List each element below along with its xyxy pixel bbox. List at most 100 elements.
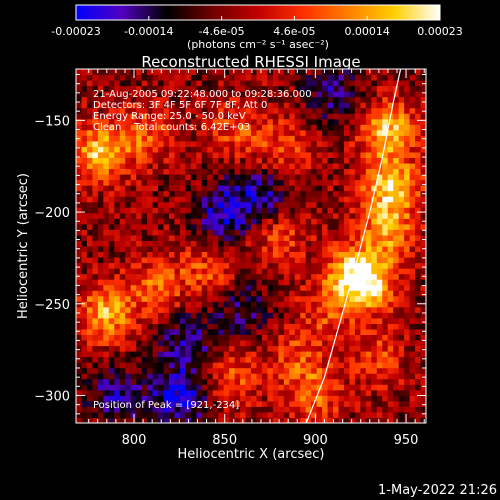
heatmap-cell (365, 185, 372, 192)
heatmap-cell (289, 229, 296, 236)
heatmap-cell (201, 257, 208, 264)
heatmap-cell (163, 351, 170, 358)
heatmap-cell (261, 306, 268, 313)
heatmap-cell (305, 212, 312, 219)
heatmap-cell (338, 74, 345, 81)
heatmap-cell (234, 295, 241, 302)
heatmap-cell (251, 85, 257, 92)
heatmap-cell (229, 140, 236, 147)
heatmap-cell (103, 290, 110, 297)
heatmap-cell (251, 351, 257, 358)
heatmap-cell (97, 69, 104, 76)
heatmap-cell (190, 80, 197, 87)
heatmap-cell (289, 201, 296, 208)
heatmap-cell (201, 362, 208, 369)
heatmap-cell (190, 367, 197, 374)
heatmap-cell (267, 74, 274, 81)
heatmap-cell (158, 351, 164, 358)
heatmap-cell (207, 80, 214, 87)
heatmap-cell (409, 190, 416, 197)
heatmap-cell (404, 340, 411, 347)
heatmap-cell (354, 362, 361, 369)
heatmap-cell (343, 223, 350, 230)
heatmap-cell (404, 345, 411, 352)
heatmap-cell (409, 345, 416, 352)
heatmap-cell (283, 190, 290, 197)
heatmap-cell (251, 163, 257, 170)
heatmap-cell (158, 301, 164, 308)
heatmap-cell (207, 334, 214, 341)
heatmap-cell (196, 345, 203, 352)
heatmap-cell (360, 157, 367, 164)
heatmap-cell (338, 212, 345, 219)
heatmap-cell (251, 179, 257, 186)
heatmap-cell (294, 317, 301, 324)
heatmap-cell (272, 417, 279, 423)
heatmap-cell (316, 406, 323, 413)
heatmap-cell (322, 312, 329, 319)
heatmap-cell (256, 174, 263, 181)
heatmap-cell (338, 389, 345, 396)
heatmap-cell (360, 262, 367, 269)
heatmap-cell (283, 168, 290, 175)
heatmap-cell (420, 212, 426, 219)
heatmap-cell (398, 411, 405, 418)
heatmap-cell (229, 400, 236, 407)
heatmap-cell (136, 378, 143, 385)
heatmap-cell (114, 85, 121, 92)
heatmap-cell (201, 312, 208, 319)
heatmap-cell (387, 273, 394, 280)
heatmap-cell (305, 417, 312, 423)
heatmap-cell (393, 257, 400, 264)
heatmap-cell (311, 163, 318, 170)
heatmap-cell (229, 218, 236, 225)
heatmap-cell (92, 389, 99, 396)
heatmap-cell (86, 367, 93, 374)
heatmap-cell (354, 218, 361, 225)
heatmap-cell (152, 301, 159, 308)
heatmap-cell (108, 411, 115, 418)
heatmap-cell (234, 146, 241, 153)
heatmap-cell (92, 334, 99, 341)
heatmap-cell (305, 190, 312, 197)
heatmap-cell (163, 279, 170, 286)
heatmap-cell (207, 301, 214, 308)
heatmap-cell (136, 312, 143, 319)
heatmap-cell (261, 212, 268, 219)
heatmap-cell (179, 129, 186, 136)
heatmap-cell (409, 290, 416, 297)
heatmap-cell (338, 328, 345, 335)
heatmap-cell (201, 246, 208, 253)
heatmap-cell (92, 174, 99, 181)
heatmap-cell (333, 345, 339, 352)
heatmap-cell (311, 69, 318, 76)
heatmap-cell (119, 179, 126, 186)
heatmap-cell (108, 74, 115, 81)
heatmap-cell (141, 174, 148, 181)
heatmap-cell (141, 306, 148, 313)
heatmap-cell (114, 151, 121, 158)
heatmap-cell (223, 135, 230, 142)
heatmap-cell (76, 223, 82, 230)
heatmap-cell (251, 246, 257, 253)
heatmap-cell (207, 411, 214, 418)
heatmap-cell (97, 102, 104, 109)
heatmap-cell (223, 113, 230, 120)
heatmap-cell (267, 174, 274, 181)
heatmap-cell (212, 395, 219, 402)
heatmap-cell (147, 268, 154, 275)
heatmap-cell (343, 340, 350, 347)
heatmap-cell (420, 328, 426, 335)
heatmap-cell (360, 301, 367, 308)
heatmap-cell (376, 74, 383, 81)
heatmap-cell (382, 107, 389, 114)
heatmap-cell (251, 367, 257, 374)
heatmap-cell (223, 417, 230, 423)
heatmap-cell (108, 417, 115, 423)
heatmap-cell (136, 395, 143, 402)
heatmap-cell (174, 212, 181, 219)
heatmap-cell (152, 378, 159, 385)
heatmap-cell (294, 163, 301, 170)
heatmap-cell (76, 124, 82, 131)
heatmap-cell (300, 174, 307, 181)
